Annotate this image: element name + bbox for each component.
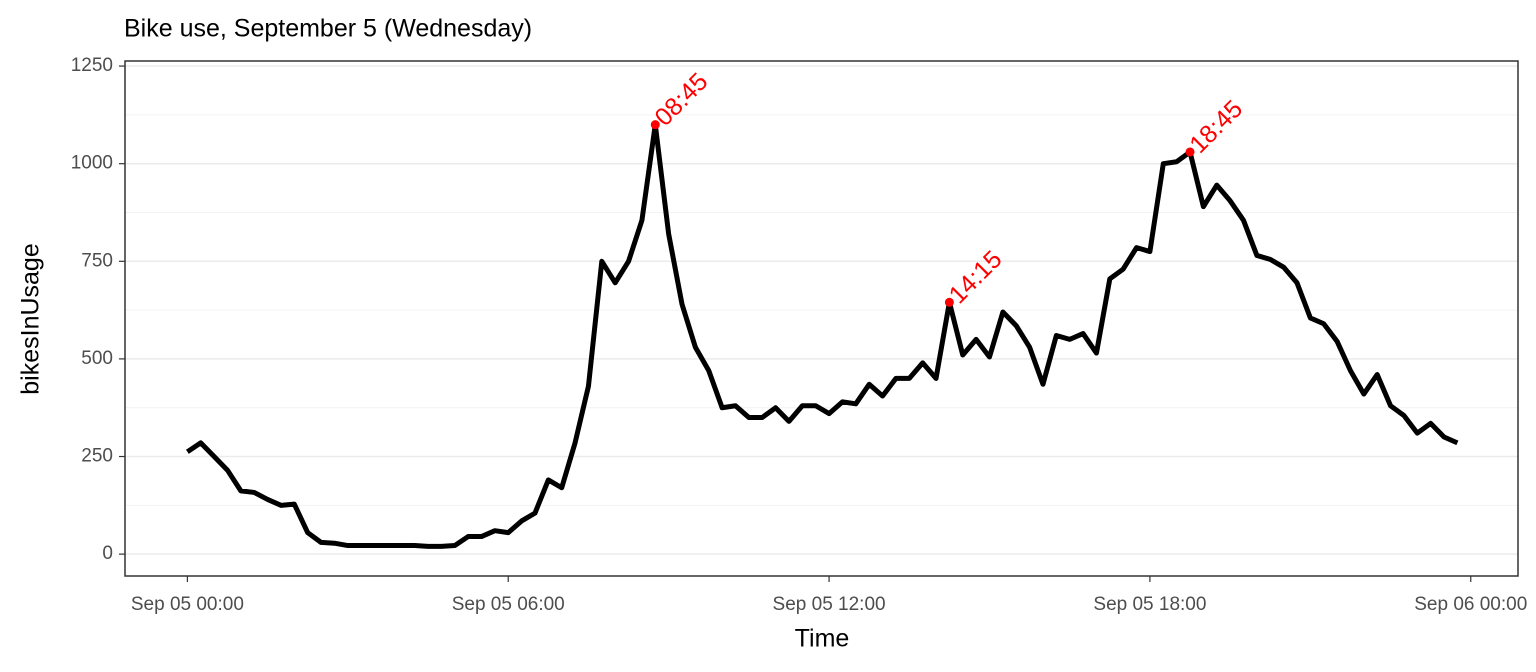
x-tick-label: Sep 06 00:00 — [1414, 594, 1527, 615]
annotation-label: 08:45 — [649, 68, 713, 132]
annotation-point — [1185, 147, 1195, 157]
x-tick-label: Sep 05 12:00 — [773, 594, 886, 615]
annotation-label: 18:45 — [1184, 95, 1248, 159]
annotation-label: 14:15 — [944, 245, 1008, 309]
y-axis-title: bikesInUsage — [17, 243, 45, 394]
y-tick-label: 750 — [81, 250, 113, 271]
annotation-point — [944, 297, 954, 307]
x-tick-label: Sep 05 00:00 — [131, 594, 244, 615]
y-tick-label: 1250 — [71, 55, 113, 76]
x-tick-label: Sep 05 06:00 — [452, 594, 565, 615]
annotation-point — [650, 120, 660, 130]
y-tick-label: 250 — [81, 446, 113, 467]
y-tick-label: 500 — [81, 348, 113, 369]
panel-border — [124, 60, 1519, 577]
chart-title: Bike use, September 5 (Wednesday) — [124, 15, 532, 43]
x-axis-title: Time — [795, 625, 850, 653]
data-line — [185, 122, 1459, 549]
x-tick-label: Sep 05 18:00 — [1093, 594, 1206, 615]
y-tick-label: 1000 — [71, 153, 113, 174]
y-tick-label: 0 — [102, 543, 113, 564]
